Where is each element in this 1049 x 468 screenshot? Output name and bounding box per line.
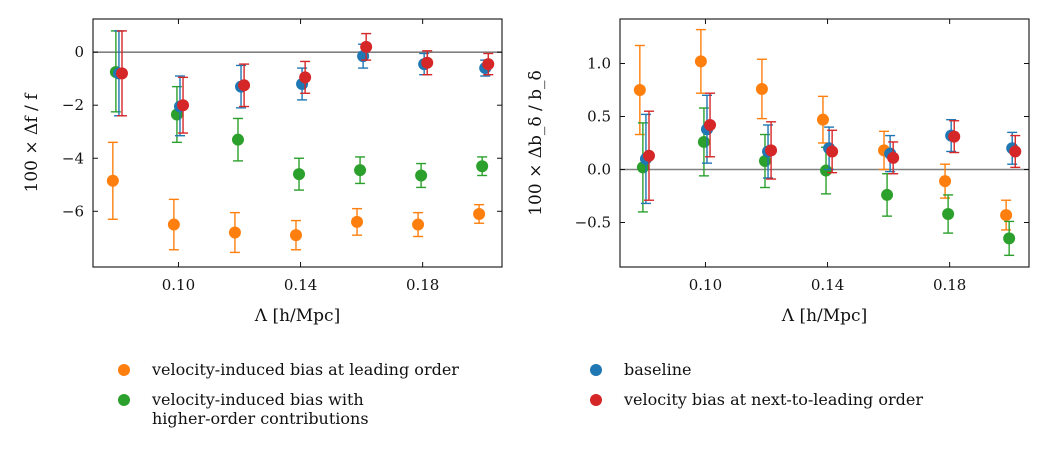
data-point: [939, 175, 952, 188]
legend-marker: [590, 394, 602, 406]
data-point: [228, 226, 241, 239]
series-2: [112, 30, 492, 137]
data-point: [293, 168, 306, 181]
y-tick-label: −6: [62, 202, 84, 220]
y-axis-label: 100 × Δb_δ / b_δ: [526, 70, 546, 216]
data-point: [1000, 209, 1013, 222]
data-point: [115, 67, 128, 80]
data-point: [820, 164, 833, 177]
data-point: [948, 130, 961, 143]
y-tick-label: 0.0: [587, 160, 611, 178]
x-tick-label: 0.18: [406, 276, 439, 294]
y-tick-label: −2: [62, 96, 84, 114]
x-axis-label: Λ [h/Mpc]: [254, 306, 340, 326]
legend-item-higher-order: velocity-induced bias with higher-order …: [118, 390, 369, 428]
axes-frame: [92, 18, 503, 268]
legend-marker: [118, 394, 130, 406]
x-axis-label: Λ [h/Mpc]: [781, 306, 867, 326]
legend-label: velocity bias at next-to-leading order: [624, 390, 923, 409]
data-point: [421, 56, 434, 69]
y-tick-label: −0.5: [575, 213, 611, 231]
data-point: [177, 99, 190, 112]
panel-growth-rate: 0.10 0.14 0.18 0 −2 −4 −6 Λ [h/Mpc] 100 × Δf / f: [22, 18, 503, 326]
series-3: [642, 92, 1022, 201]
data-point: [167, 218, 180, 231]
panel-linear-bias: 0.10 0.14 0.18 1.0 0.5 0.0 −0.5 Λ [h/Mpc] 100 × …: [526, 18, 1030, 326]
data-point: [755, 82, 768, 95]
data-point: [360, 40, 373, 53]
data-point: [942, 208, 955, 221]
data-point: [415, 169, 428, 182]
x-tick-label: 0.14: [811, 276, 844, 294]
data-point: [289, 229, 302, 242]
series-0: [106, 141, 486, 254]
y-tick-label: 0.5: [587, 108, 611, 126]
legend-item-next-to-leading-order: velocity bias at next-to-leading order: [590, 390, 923, 409]
data-point: [881, 188, 894, 201]
y-axis-label: 100 × Δf / f: [22, 92, 42, 193]
data-point: [299, 71, 312, 84]
x-tick-label: 0.14: [284, 276, 317, 294]
data-point: [1003, 232, 1016, 245]
data-point: [354, 164, 367, 177]
series-1: [109, 30, 489, 191]
data-point: [887, 151, 900, 164]
data-point: [826, 145, 839, 158]
y-tick-label: 1.0: [587, 55, 611, 73]
data-point: [1009, 145, 1022, 158]
legend-label: velocity-induced bias at leading order: [152, 360, 459, 379]
x-tick-label: 0.10: [162, 276, 195, 294]
x-tick-label: 0.10: [689, 276, 722, 294]
x-tick-label: 0.18: [933, 276, 966, 294]
legend-label-line: velocity-induced bias with: [152, 390, 364, 409]
axes-frame: [619, 18, 1030, 268]
data-point: [765, 144, 778, 157]
legend-item-baseline: baseline: [590, 360, 691, 379]
data-point: [694, 55, 707, 68]
legend-marker: [590, 364, 602, 376]
legend-label-line: higher-order contributions: [152, 409, 369, 428]
data-point: [476, 160, 489, 173]
y-tick-label: 0: [74, 43, 84, 61]
legend-label: velocity-induced bias with higher-order …: [152, 390, 369, 428]
data-point: [231, 133, 244, 146]
data-point: [697, 135, 710, 148]
data-point: [816, 113, 829, 126]
data-point: [351, 215, 364, 228]
legend-label: baseline: [624, 360, 692, 379]
legend-item-leading-order: velocity-induced bias at leading order: [118, 360, 459, 379]
data-point: [482, 58, 495, 71]
data-point: [238, 79, 251, 92]
legend-marker: [118, 364, 130, 376]
y-tick-label: −4: [62, 149, 84, 167]
data-point: [106, 174, 119, 187]
data-point: [633, 84, 646, 97]
data-point: [473, 207, 486, 220]
data-point: [412, 218, 425, 231]
data-point: [642, 149, 655, 162]
series-3: [115, 30, 495, 134]
series-1: [636, 107, 1016, 257]
series-0: [633, 28, 1013, 231]
data-point: [704, 118, 717, 131]
